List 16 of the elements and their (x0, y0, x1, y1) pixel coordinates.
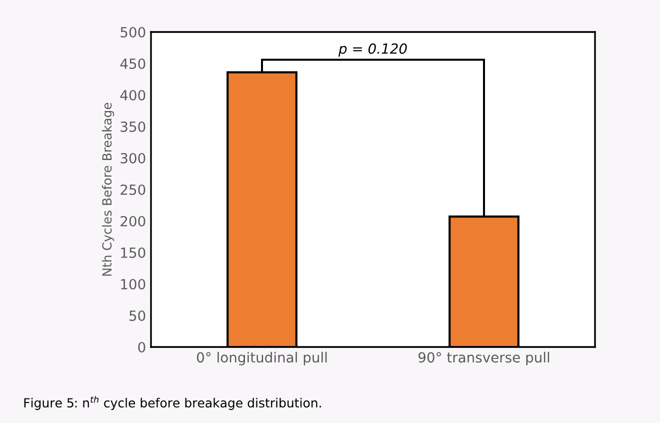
y-tick-label: 250 (120, 184, 146, 195)
y-tick-label: 100 (121, 278, 146, 290)
y-tick-label: 350 (120, 121, 146, 132)
y-tick-label: 400 (120, 90, 146, 100)
caption: Figure 5: n$^{th}$ cycle before breakage distribution. (24, 396, 321, 410)
y-tick-label: 150 (121, 247, 146, 258)
annotation: p = 0.120 (338, 43, 407, 57)
y-tick-label: 300 (120, 152, 146, 164)
y-tick-label: 450 (120, 58, 146, 69)
x-tick-label: 0° longitudinal pull (196, 352, 327, 366)
y-tick-label: 500 (120, 26, 146, 38)
x-tick-label: 90° transverse pull (418, 352, 550, 366)
y-tick-label: 200 (120, 216, 146, 226)
y-tick-label: 50 (130, 310, 146, 321)
y-tick-label: 0 (138, 342, 146, 352)
y-axis-title: Nth Cycles Before Breakage (102, 102, 114, 276)
